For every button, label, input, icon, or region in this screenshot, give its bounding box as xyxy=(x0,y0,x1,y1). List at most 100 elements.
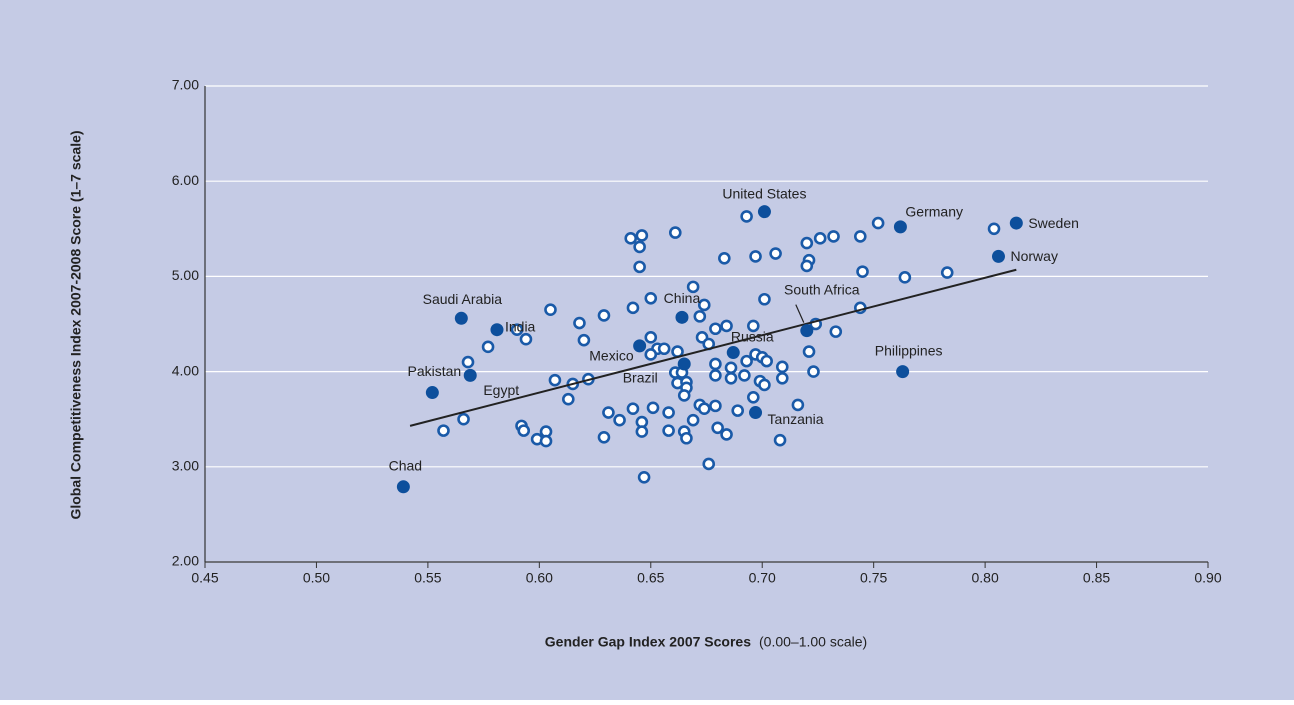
point xyxy=(813,232,827,245)
labeled-point xyxy=(757,205,771,219)
point xyxy=(697,402,711,416)
point xyxy=(510,323,524,337)
point xyxy=(740,210,753,223)
point xyxy=(702,457,716,471)
point xyxy=(544,303,557,317)
point xyxy=(987,222,1001,236)
point xyxy=(517,424,531,437)
point-label: Norway xyxy=(1010,248,1057,264)
x-tick-label: 0.80 xyxy=(971,570,998,586)
leader-line xyxy=(795,304,805,323)
point xyxy=(856,265,869,278)
point xyxy=(791,398,805,412)
x-tick-label: 0.60 xyxy=(526,570,553,586)
point-label: Germany xyxy=(905,204,963,220)
point-label: United States xyxy=(722,185,806,201)
point xyxy=(602,406,615,419)
labeled-point xyxy=(749,406,763,420)
labeled-point xyxy=(1009,216,1023,230)
x-tick-label: 0.75 xyxy=(860,570,887,586)
point xyxy=(457,412,470,426)
point xyxy=(562,392,575,406)
point-label: South Africa xyxy=(784,281,860,297)
point xyxy=(539,434,553,448)
labeled-point xyxy=(991,249,1005,263)
x-tick-label: 0.50 xyxy=(303,570,330,586)
point xyxy=(747,391,760,404)
point xyxy=(769,247,782,260)
x-axis-note: (0.00–1.00 scale) xyxy=(759,634,867,650)
x-tick-label: 0.45 xyxy=(191,570,218,586)
point xyxy=(740,354,753,368)
point xyxy=(644,331,658,344)
labeled-point xyxy=(726,346,740,360)
point xyxy=(940,266,954,279)
x-tick-label: 0.90 xyxy=(1194,570,1221,586)
labeled-point xyxy=(425,386,439,400)
point xyxy=(657,342,671,356)
point xyxy=(749,250,762,263)
point xyxy=(871,216,885,230)
point xyxy=(724,361,738,375)
y-axis-title: Global Competitiveness Index 2007-2008 S… xyxy=(68,130,84,519)
point xyxy=(686,413,700,427)
x-tick-label: 0.70 xyxy=(749,570,776,586)
point xyxy=(668,226,682,239)
point xyxy=(709,399,722,413)
point xyxy=(573,316,586,330)
point-label: Philippines xyxy=(875,342,943,358)
point xyxy=(461,355,475,369)
point xyxy=(637,470,651,484)
x-tick-label: 0.65 xyxy=(637,570,664,586)
x-tick-label: 0.85 xyxy=(1083,570,1110,586)
point xyxy=(677,389,691,402)
point xyxy=(597,430,611,444)
point xyxy=(662,424,675,437)
point-label: Saudi Arabia xyxy=(423,291,503,307)
point xyxy=(800,259,814,273)
point xyxy=(807,365,820,378)
point xyxy=(519,332,533,346)
point-label: India xyxy=(505,318,536,334)
point xyxy=(644,348,658,361)
point xyxy=(731,404,745,417)
point xyxy=(613,413,626,427)
point xyxy=(644,291,658,305)
point xyxy=(635,229,649,242)
point xyxy=(624,232,638,245)
y-tick-label: 7.00 xyxy=(172,77,199,93)
point xyxy=(720,319,733,333)
point xyxy=(738,369,751,382)
y-tick-label: 4.00 xyxy=(172,362,199,378)
point xyxy=(853,230,867,243)
point xyxy=(686,280,700,294)
point-label: Russia xyxy=(731,328,774,344)
point xyxy=(680,431,693,445)
point xyxy=(646,401,660,415)
point xyxy=(802,345,816,358)
point xyxy=(829,325,843,338)
point xyxy=(626,402,640,416)
point xyxy=(577,333,591,347)
point xyxy=(481,340,495,354)
point xyxy=(709,369,722,382)
labeled-point xyxy=(893,220,907,234)
point xyxy=(711,421,724,435)
x-tick-label: 0.55 xyxy=(414,570,441,586)
point xyxy=(720,428,733,441)
labeled-point xyxy=(490,323,504,337)
point xyxy=(773,433,787,447)
point xyxy=(693,310,707,323)
point xyxy=(724,371,738,385)
point xyxy=(760,354,773,368)
labeled-point xyxy=(896,365,910,379)
point xyxy=(633,260,646,274)
y-tick-label: 3.00 xyxy=(172,458,199,474)
point xyxy=(758,292,771,306)
labeled-point xyxy=(463,368,477,382)
y-tick-label: 6.00 xyxy=(172,172,199,188)
point-label: Brazil xyxy=(623,370,658,386)
point xyxy=(775,360,789,374)
trend-line xyxy=(409,268,1017,427)
